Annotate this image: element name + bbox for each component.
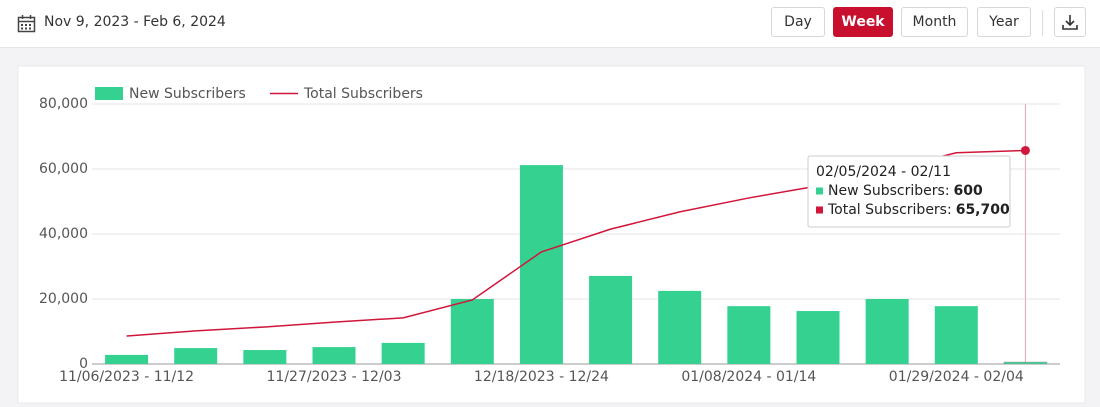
x-tick-label: 11/06/2023 - 11/12 [59,369,194,385]
download-button[interactable] [1054,7,1086,37]
tooltip-value: 600 [954,183,983,199]
bar [658,290,702,364]
range-button[interactable]: Day [771,7,825,37]
date-range[interactable]: Nov 9, 2023 - Feb 6, 2024 [44,14,226,30]
bar [1003,361,1048,365]
bar [105,354,149,364]
range-button[interactable]: Month [901,7,968,37]
separator [1042,10,1043,36]
bar [519,165,563,364]
y-tick-label: 20,000 [39,291,88,307]
y-tick-label: 80,000 [39,96,88,112]
y-tick-label: 0 [79,356,88,372]
bar [796,311,840,364]
tooltip-label: New Subscribers: [828,183,950,199]
bar [243,350,287,364]
hover-point [1020,145,1030,155]
y-tick-label: 60,000 [39,161,88,177]
bar [312,347,356,364]
x-tick-label: 12/18/2023 - 12/24 [474,369,609,385]
bar [174,348,218,364]
range-button[interactable]: Week [833,7,893,37]
tooltip-label: Total Subscribers: [827,202,952,218]
bar [727,306,771,364]
bar [934,306,978,364]
x-tick-label: 01/29/2024 - 02/04 [889,369,1024,385]
bar [589,275,633,364]
y-tick-label: 40,000 [39,226,88,242]
bar [865,299,909,364]
x-tick-label: 11/27/2023 - 12/03 [267,369,402,385]
legend-label: New Subscribers [129,86,246,102]
tooltip-swatch [816,187,823,195]
tooltip-title: 02/05/2024 - 02/11 [816,164,951,180]
x-tick-label: 01/08/2024 - 01/14 [681,369,816,385]
tooltip-swatch [816,206,823,214]
tooltip-row: Total Subscribers: 65,700 [827,202,1010,218]
legend-label: Total Subscribers [303,86,423,102]
toolbar: Nov 9, 2023 - Feb 6, 2024 Day Week Month Ye… [0,0,1100,48]
tooltip-row: New Subscribers: 600 [828,183,983,199]
legend-swatch [95,87,123,100]
download-icon [1062,15,1078,30]
tooltip-box [807,155,1011,228]
range-button[interactable]: Year [977,7,1031,37]
bar [450,299,494,364]
tooltip-value: 65,700 [956,202,1010,218]
bar [381,342,425,364]
calendar-icon [17,15,36,33]
